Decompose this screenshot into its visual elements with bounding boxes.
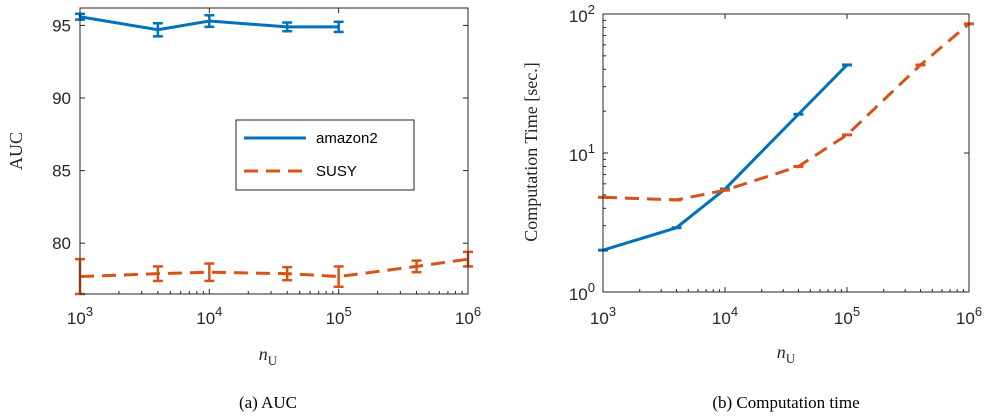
x-tick-label-auc: 106: [455, 304, 481, 328]
x-tick-label-auc-base: 10: [196, 309, 215, 328]
y-tick-label-time: 101: [569, 141, 595, 165]
y-tick-label-auc: 85: [52, 162, 71, 181]
y-tick-label-time-exp: 0: [588, 280, 595, 295]
y-tick-label-time: 100: [569, 280, 595, 304]
y-tick-label-time-base: 10: [569, 7, 588, 26]
x-tick-label-auc: 103: [67, 304, 93, 328]
x-tick-label-auc-exp: 4: [215, 304, 222, 319]
x-tick-label-auc-base: 10: [326, 309, 345, 328]
x-axis-label-time-sub: U: [786, 351, 796, 366]
legend: amazon2 SUSY: [235, 119, 415, 191]
error-bar-susy: [282, 265, 293, 282]
x-tick-label-auc-exp: 6: [474, 304, 481, 319]
x-tick-label-auc: 105: [326, 304, 352, 328]
x-tick-label-time-base: 10: [834, 309, 853, 328]
x-tick-label-time: 104: [712, 304, 738, 328]
y-tick-label-time: 102: [569, 2, 595, 26]
error-bar-susy: [204, 262, 215, 283]
y-tick-label-time-exp: 1: [588, 141, 595, 156]
x-tick-label-time-base: 10: [590, 309, 609, 328]
y-tick-label-auc: 80: [52, 234, 71, 253]
x-tick-label-time-exp: 4: [731, 304, 738, 319]
x-tick-label-auc-base: 10: [67, 309, 86, 328]
x-tick-label-time-exp: 6: [975, 304, 982, 319]
error-bar-susy: [333, 265, 344, 288]
axes-box-time: [602, 13, 970, 293]
x-tick-label-time-base: 10: [712, 309, 731, 328]
series-line-susy: [79, 257, 469, 279]
error-bar-amazon2: [204, 14, 215, 29]
caption-time: (b) Computation time: [712, 393, 859, 412]
x-tick-label-auc-exp: 5: [345, 304, 352, 319]
y-tick-label-time-exp: 2: [588, 2, 595, 17]
error-bar-amazon2: [152, 21, 163, 38]
series-line-time-susy: [602, 22, 970, 202]
legend-box: [235, 119, 415, 191]
x-tick-label-time: 103: [590, 304, 616, 328]
error-bar-susy: [152, 265, 163, 283]
x-tick-label-auc-base: 10: [455, 309, 474, 328]
x-axis-label-auc-sub: U: [268, 353, 278, 368]
legend-label-susy: SUSY: [316, 163, 357, 180]
caption-auc: (a) AUC: [239, 393, 297, 412]
x-axis-label-auc-var: n: [259, 344, 268, 364]
error-bar-susy: [411, 259, 422, 274]
error-bar-amazon2: [333, 20, 344, 34]
x-tick-label-time: 106: [956, 304, 982, 328]
x-axis-label-auc: nU: [259, 344, 278, 368]
x-tick-label-time-exp: 3: [609, 304, 616, 319]
y-tick-label-auc: 95: [52, 16, 71, 35]
x-tick-label-auc-exp: 3: [86, 304, 93, 319]
legend-label-amazon2: amazon2: [316, 130, 378, 147]
axes-box-auc: [79, 7, 469, 295]
x-axis-label-time: nU: [777, 342, 796, 366]
series-line-time-amazon2: [602, 63, 849, 252]
y-tick-label-auc: 90: [52, 89, 71, 108]
x-tick-label-time-exp: 5: [853, 304, 860, 319]
x-axis-label-time-var: n: [777, 342, 786, 362]
x-tick-label-time: 105: [834, 304, 860, 328]
y-axis-label-auc: AUC: [6, 132, 26, 170]
error-bar-amazon2: [282, 21, 293, 33]
y-tick-label-time-base: 10: [569, 285, 588, 304]
x-tick-label-auc: 104: [196, 304, 222, 328]
y-axis-label-time: Computation Time [sec.]: [521, 62, 541, 242]
x-tick-label-time-base: 10: [956, 309, 975, 328]
y-tick-label-time-base: 10: [569, 146, 588, 165]
